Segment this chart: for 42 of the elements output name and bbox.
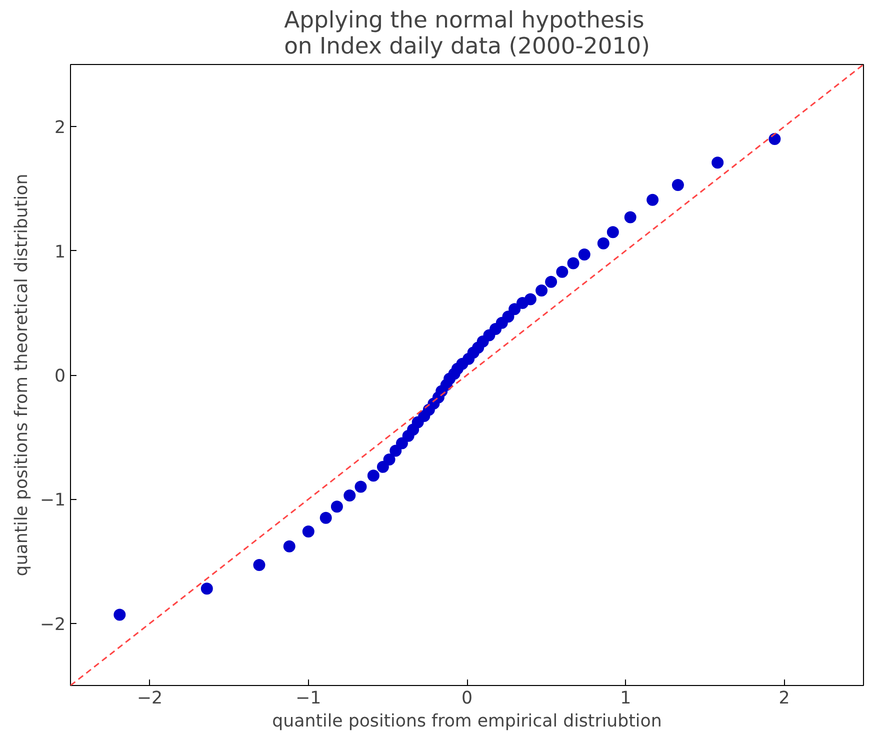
- point: [367, 470, 380, 482]
- point: [768, 133, 781, 146]
- point: [545, 276, 558, 288]
- x-tick-label: −1: [296, 688, 322, 708]
- point: [597, 237, 610, 250]
- y-axis-title: quantile positions from theoretical distribution: [12, 174, 32, 576]
- point: [253, 559, 266, 572]
- y-tick-label: 0: [54, 366, 66, 386]
- point: [567, 257, 580, 270]
- x-axis-title: quantile positions from empirical distriubtion: [272, 712, 662, 732]
- point: [524, 293, 536, 306]
- point: [344, 489, 356, 502]
- point: [502, 310, 514, 323]
- point: [114, 608, 126, 621]
- point: [390, 444, 402, 457]
- y-tick-label: 1: [54, 242, 66, 262]
- point: [383, 453, 396, 466]
- point: [376, 460, 389, 473]
- point: [354, 480, 367, 493]
- point: [302, 526, 314, 538]
- point: [200, 582, 213, 595]
- point: [578, 248, 590, 261]
- point: [556, 266, 568, 278]
- chart-title: Applying the normal hypothesis on Index daily data (2000-2010): [284, 8, 650, 60]
- point: [606, 226, 619, 238]
- x-tick-label: 0: [461, 688, 473, 708]
- x-tick-label: 2: [778, 688, 790, 708]
- point: [330, 500, 343, 513]
- point: [320, 512, 332, 524]
- x-tick-label: 1: [620, 688, 632, 708]
- point: [396, 437, 408, 450]
- point: [508, 303, 521, 316]
- point: [283, 540, 296, 552]
- y-tick-label: −1: [40, 490, 66, 511]
- point: [712, 156, 724, 169]
- point: [672, 178, 684, 191]
- point: [646, 194, 659, 206]
- point: [624, 211, 636, 224]
- x-tick-label: −2: [137, 688, 163, 708]
- point: [536, 284, 548, 297]
- y-tick-label: −2: [40, 614, 66, 635]
- y-tick-label: 2: [54, 118, 66, 138]
